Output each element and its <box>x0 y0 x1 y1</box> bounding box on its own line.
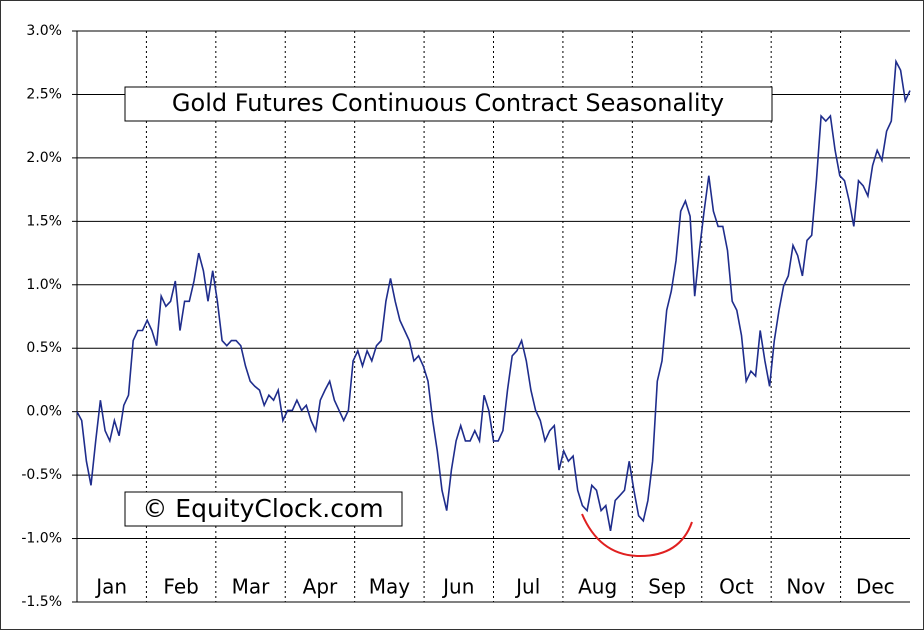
y-tick-label: 0.5% <box>26 340 62 356</box>
x-tick-label: Jan <box>94 575 127 599</box>
x-tick-label: Feb <box>163 575 198 599</box>
annotation-arc <box>581 513 693 558</box>
title-box <box>124 86 773 122</box>
series-line <box>76 58 911 532</box>
y-tick-label: 3.0% <box>26 23 62 39</box>
chart-title: Gold Futures Continuous Contract Seasona… <box>172 89 724 117</box>
y-tick-label: 2.0% <box>26 150 62 166</box>
watermark: © EquityClock.com <box>142 494 383 523</box>
x-tick-label: Sep <box>648 575 686 599</box>
x-tick-label: Nov <box>786 575 825 599</box>
y-tick-label: -1.0% <box>21 531 62 547</box>
x-tick-label: Dec <box>856 575 895 599</box>
x-tick-label: Oct <box>719 575 754 599</box>
x-tick-label: Apr <box>303 575 338 599</box>
plot <box>76 58 911 532</box>
x-tick-label: Aug <box>578 575 617 599</box>
x-tick-label: Mar <box>232 575 271 599</box>
y-tick-label: 2.5% <box>26 86 62 102</box>
x-tick-label: May <box>369 575 411 599</box>
x-tick-label: Jun <box>441 575 474 599</box>
y-tick-label: 1.0% <box>26 277 62 293</box>
y-tick-label: -0.5% <box>21 467 62 483</box>
watermark-box <box>124 491 403 527</box>
grid <box>72 30 910 603</box>
y-tick-label: 1.5% <box>26 213 62 229</box>
y-tick-label: -1.5% <box>21 594 62 610</box>
y-tick-label: 0.0% <box>26 404 62 420</box>
x-tick-label: Jul <box>514 575 540 599</box>
